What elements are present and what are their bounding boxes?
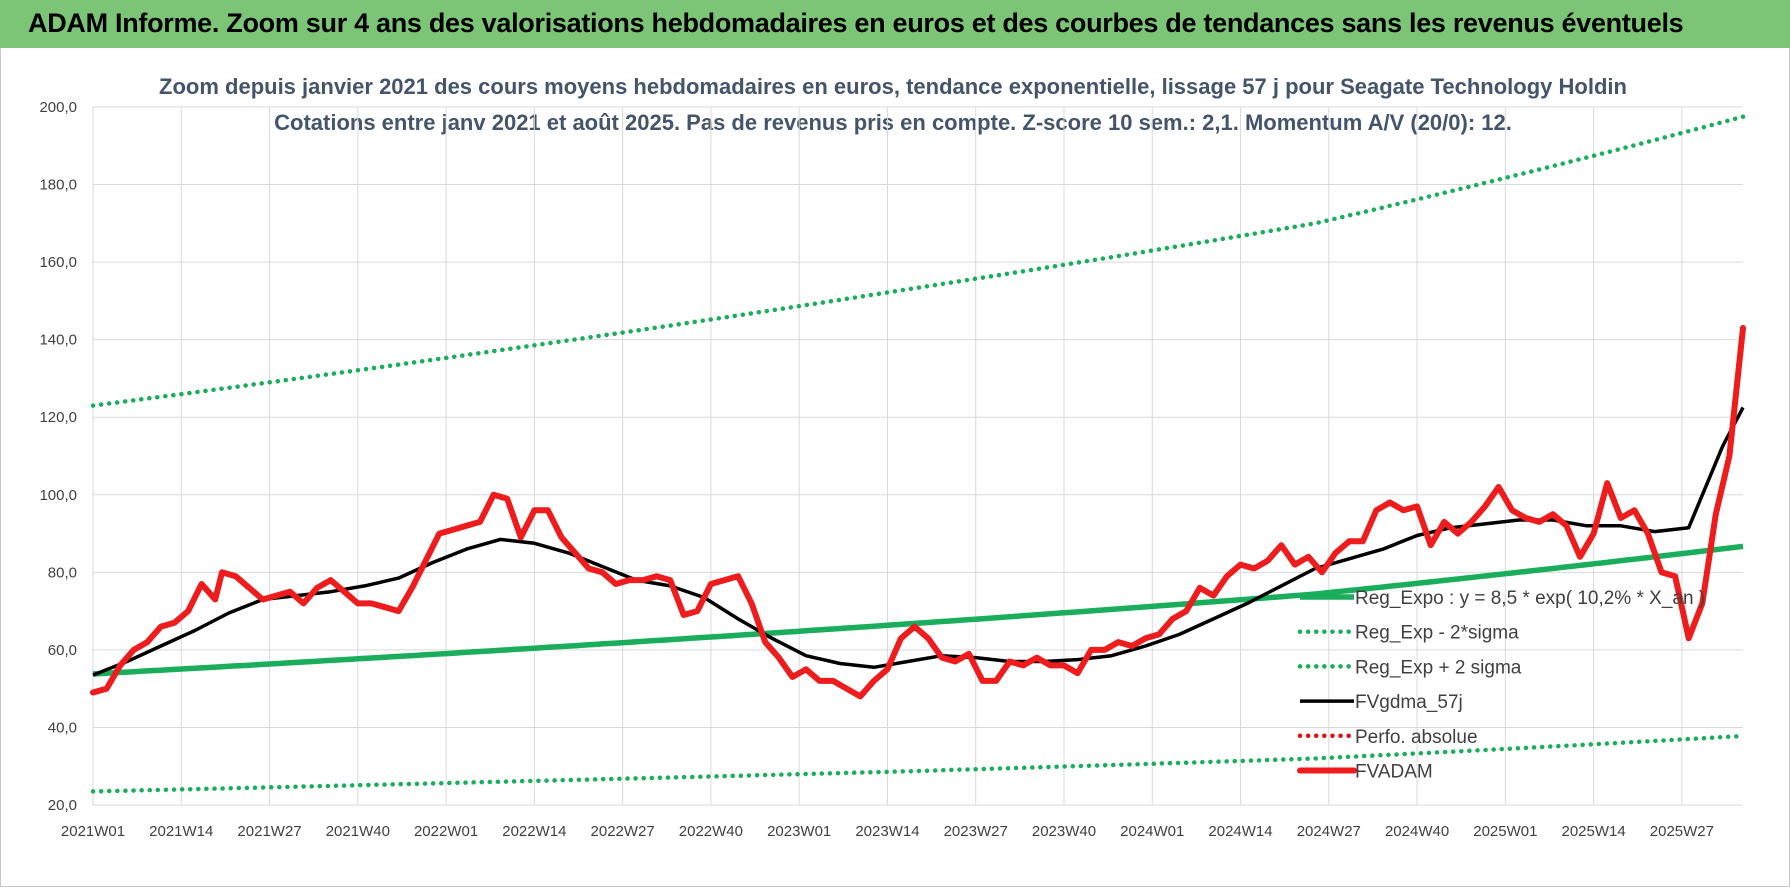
x-tick-label: 2024W40 <box>1385 823 1449 840</box>
x-tick-label: 2022W14 <box>502 823 566 840</box>
legend-label: Reg_Exp + 2 sigma <box>1355 657 1522 678</box>
title-banner: ADAM Informe. Zoom sur 4 ans des valoris… <box>0 0 1790 48</box>
series-fvadam-line <box>90 325 1746 700</box>
y-tick-label: 160,0 <box>39 254 77 271</box>
legend-label: Reg_Exp - 2*sigma <box>1355 623 1519 644</box>
series-fvgdma_57j-line <box>92 406 1745 677</box>
x-tick-label: 2023W01 <box>767 823 831 840</box>
x-tick-label: 2023W27 <box>944 823 1008 840</box>
x-tick-label: 2021W14 <box>149 823 213 840</box>
series-reg_expo-line <box>92 543 1744 677</box>
y-tick-label: 120,0 <box>39 409 77 426</box>
x-tick-label: 2025W27 <box>1650 823 1714 840</box>
grid-lines <box>92 106 1743 806</box>
y-tick-label: 200,0 <box>39 99 77 116</box>
x-tick-label: 2021W27 <box>237 823 301 840</box>
x-tick-label: 2024W14 <box>1208 823 1272 840</box>
x-tick-label: 2022W40 <box>679 823 743 840</box>
series-reg_exp-line <box>90 114 1746 408</box>
y-axis-ticks: 20,0 40,0 60,0 80,0 100,0 120,0 140,0 160,0 180,… <box>39 99 77 814</box>
x-tick-label: 2025W14 <box>1562 823 1626 840</box>
series-reg_exp-line <box>90 733 1746 794</box>
x-tick-label: 2021W40 <box>326 823 390 840</box>
y-tick-label: 80,0 <box>48 564 77 581</box>
chart-subtitle-line-2: Cotations entre janv 2021 et août 2025. … <box>274 110 1512 135</box>
legend-label: Reg_Expo : y = 8,5 * exp( 10,2% * X_an ) <box>1355 588 1705 609</box>
y-tick-label: 20,0 <box>48 797 77 814</box>
y-tick-label: 60,0 <box>48 642 77 659</box>
legend: Reg_Expo : y = 8,5 * exp( 10,2% * X_an )… <box>1297 588 1705 783</box>
chart-subtitle-line-1: Zoom depuis janvier 2021 des cours moyen… <box>159 74 1627 99</box>
y-tick-label: 140,0 <box>39 332 77 349</box>
legend-label: FVgdma_57j <box>1355 692 1463 713</box>
y-tick-label: 180,0 <box>39 177 77 194</box>
y-tick-label: 100,0 <box>39 487 77 504</box>
x-tick-label: 2025W01 <box>1473 823 1537 840</box>
series-lines <box>90 114 1746 794</box>
x-tick-label: 2024W27 <box>1297 823 1361 840</box>
y-tick-label: 40,0 <box>48 719 77 736</box>
x-tick-label: 2022W01 <box>414 823 478 840</box>
legend-label: FVADAM <box>1355 762 1433 783</box>
x-tick-label: 2022W27 <box>591 823 655 840</box>
x-tick-label: 2023W14 <box>855 823 919 840</box>
banner-title: ADAM Informe. Zoom sur 4 ans des valoris… <box>28 8 1684 38</box>
x-axis-ticks: 2021W01 2021W14 2021W27 2021W40 2022W01 2022W… <box>61 823 1714 840</box>
x-tick-label: 2023W40 <box>1032 823 1096 840</box>
x-tick-label: 2024W01 <box>1120 823 1184 840</box>
x-tick-label: 2021W01 <box>61 823 125 840</box>
legend-label: Perfo. absolue <box>1355 727 1478 748</box>
